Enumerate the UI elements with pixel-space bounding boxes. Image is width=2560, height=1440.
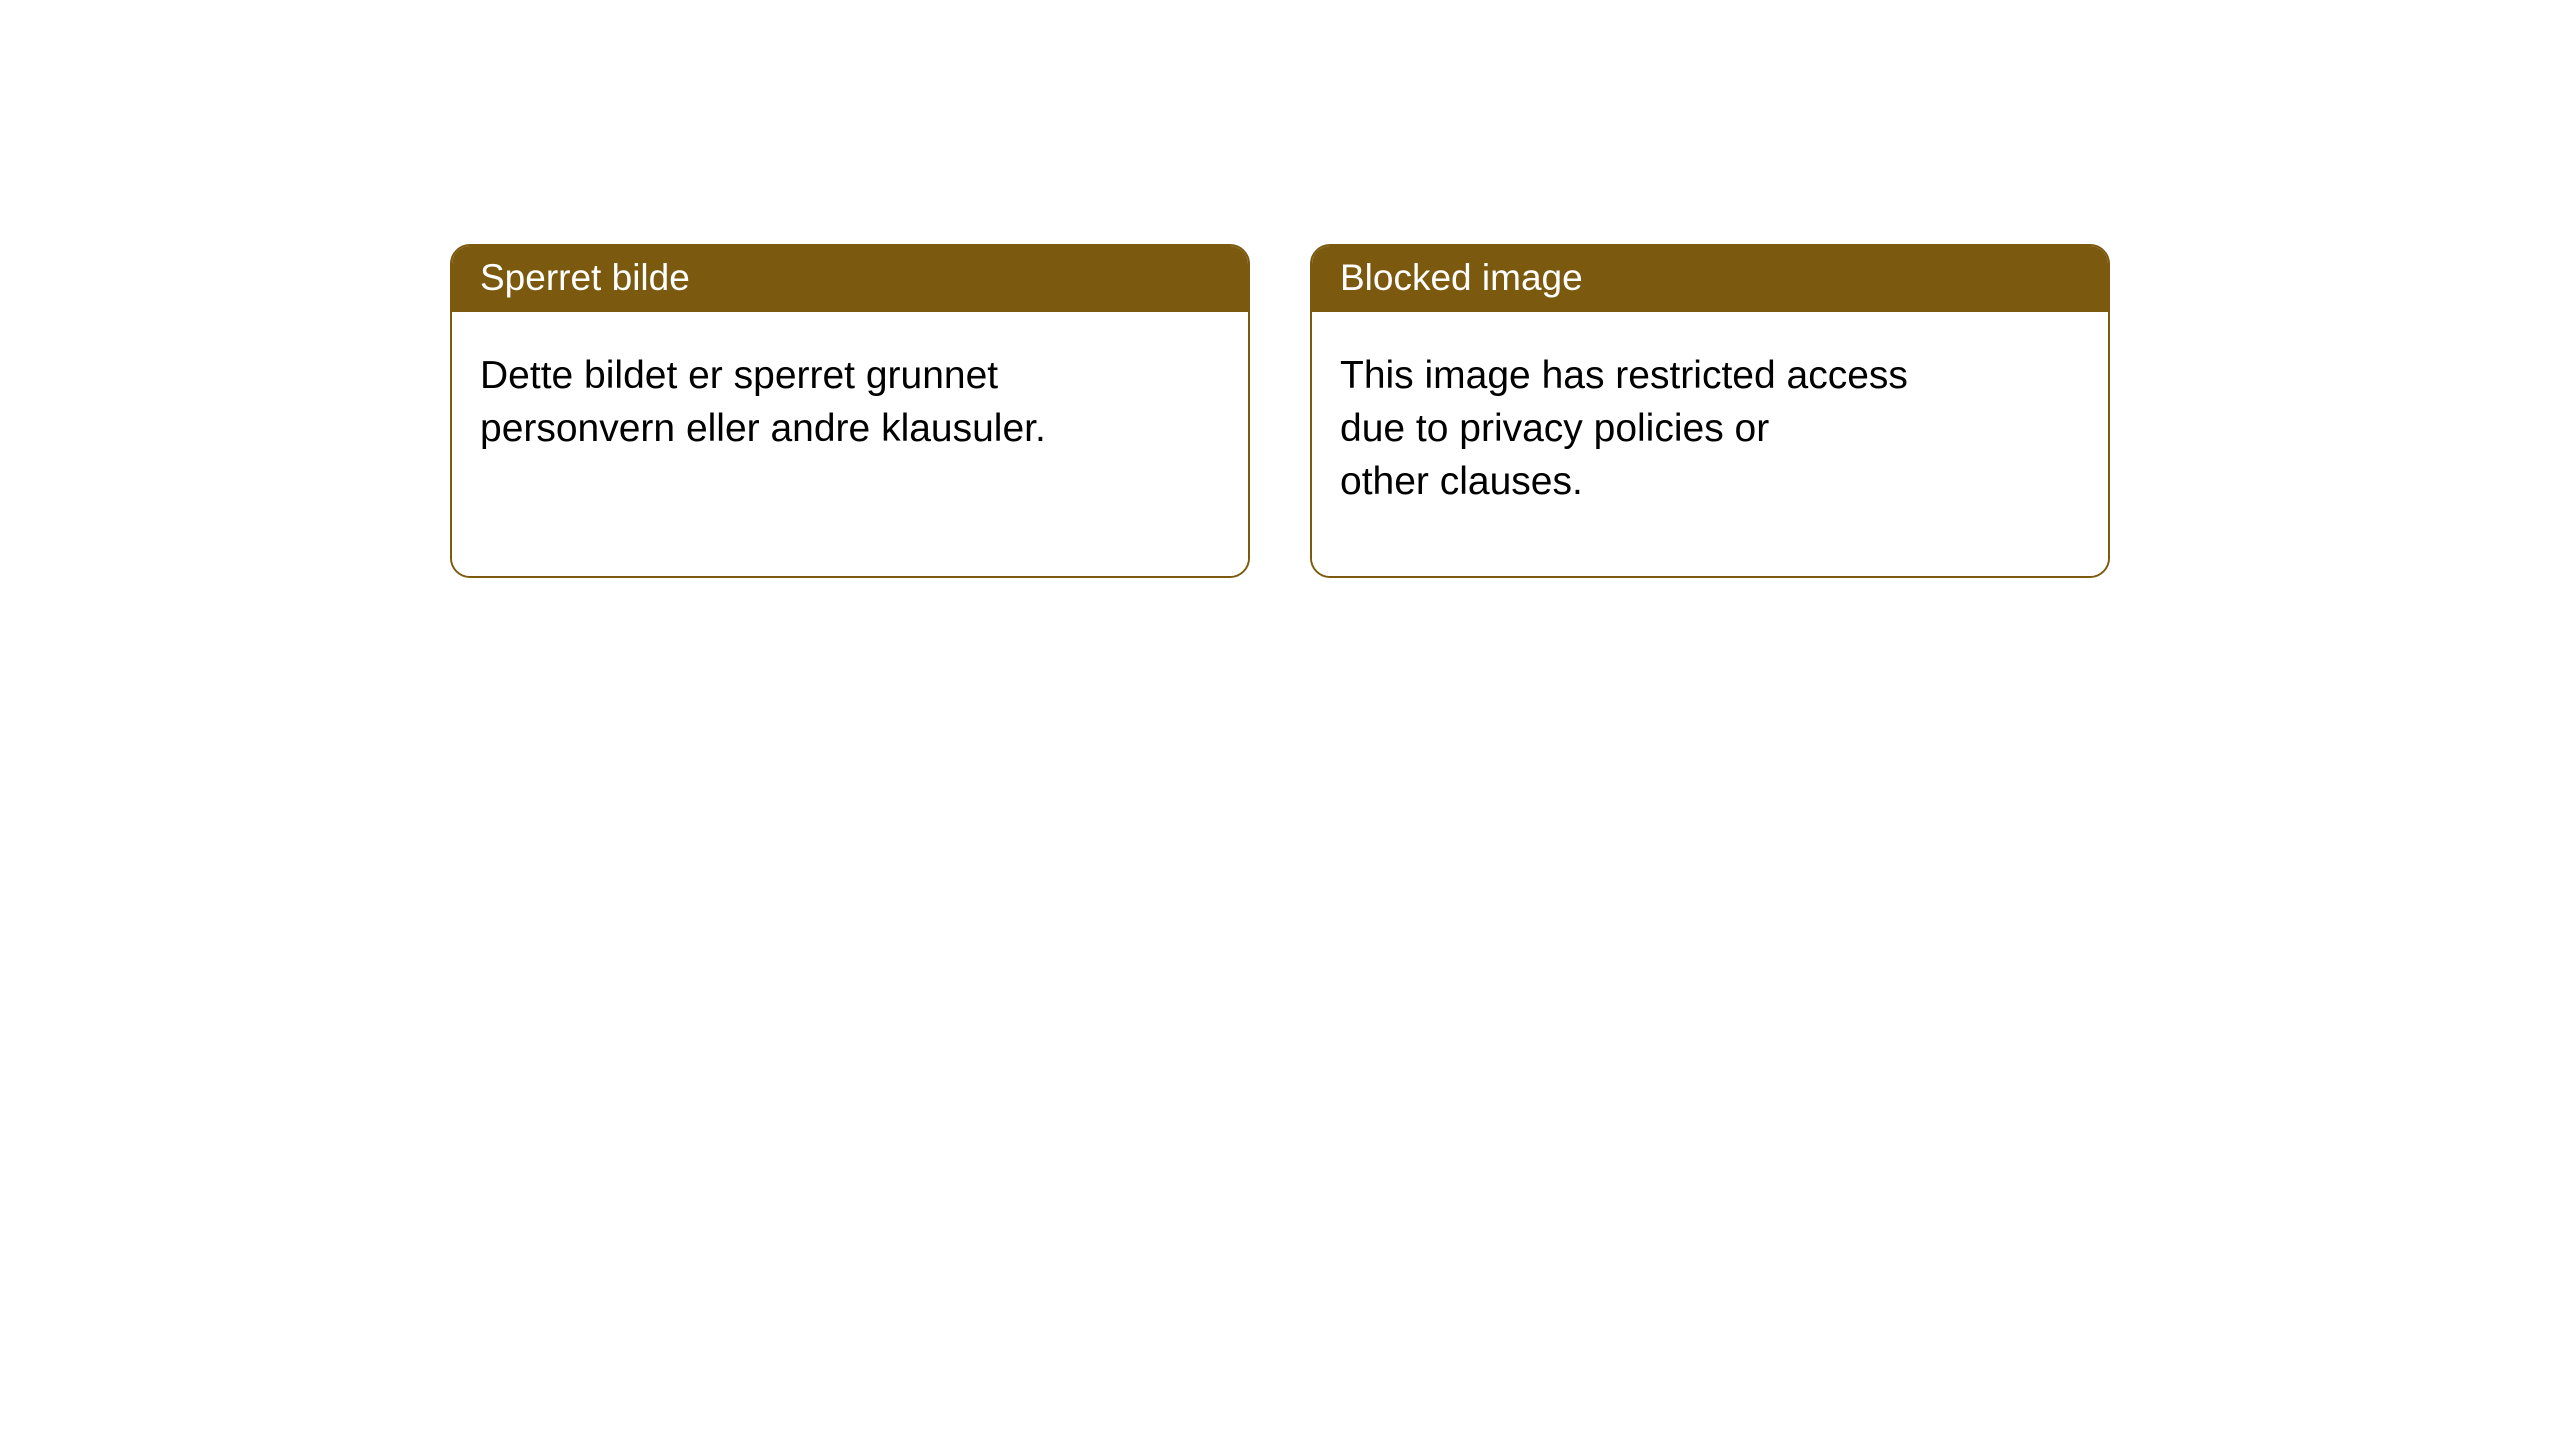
notice-body: Dette bildet er sperret grunnet personve… (452, 312, 1248, 576)
notice-box-english: Blocked image This image has restricted … (1310, 244, 2110, 578)
notice-body: This image has restricted access due to … (1312, 312, 2108, 576)
notice-container: Sperret bilde Dette bildet er sperret gr… (0, 0, 2560, 578)
notice-header: Sperret bilde (452, 246, 1248, 312)
notice-header: Blocked image (1312, 246, 2108, 312)
notice-box-norwegian: Sperret bilde Dette bildet er sperret gr… (450, 244, 1250, 578)
